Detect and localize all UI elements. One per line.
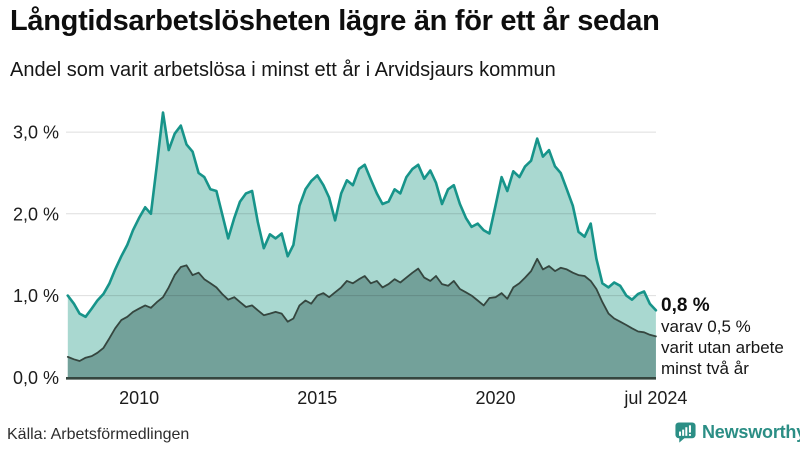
x-tick-label: 2020 xyxy=(475,388,515,408)
area-layer xyxy=(67,112,656,378)
x-axis-labels: 2010 2015 2020 jul 2024 xyxy=(119,388,687,408)
newsworthy-logo[interactable]: Newsworthy xyxy=(674,421,800,444)
y-tick-label: 0,0 % xyxy=(13,368,59,388)
newsworthy-logo-text: Newsworthy xyxy=(702,422,800,442)
annotation-value: 0,8 % xyxy=(661,295,710,316)
page-subtitle: Andel som varit arbetslösa i minst ett å… xyxy=(10,59,556,81)
line-series-0 xyxy=(66,111,658,319)
x-tick-label: jul 2024 xyxy=(623,388,687,408)
page-title: Långtidsarbetslösheten lägre än för ett … xyxy=(10,5,660,37)
source-note: Källa: Arbetsförmedlingen xyxy=(7,426,190,443)
annotation-line: varit utan arbete xyxy=(661,338,784,357)
line-series-1 xyxy=(66,257,657,362)
y-tick-label: 2,0 % xyxy=(13,204,59,224)
line-layer xyxy=(66,111,658,362)
x-tick-label: 2015 xyxy=(297,388,337,408)
y-tick-label: 1,0 % xyxy=(13,286,59,306)
y-axis-labels: 0,0 % 1,0 % 2,0 % 3,0 % xyxy=(13,123,59,388)
bar-chart-glyph xyxy=(678,425,691,436)
annotation-line: varav 0,5 % xyxy=(661,317,751,336)
x-tick-label: 2010 xyxy=(119,388,159,408)
y-tick-label: 3,0 % xyxy=(13,123,59,143)
annotation-line: minst två år xyxy=(661,359,749,378)
end-value-annotation: 0,8 % varav 0,5 % varit utan arbete mins… xyxy=(661,296,800,379)
newsworthy-logo-icon xyxy=(675,422,696,443)
area-series-1 xyxy=(67,258,656,378)
